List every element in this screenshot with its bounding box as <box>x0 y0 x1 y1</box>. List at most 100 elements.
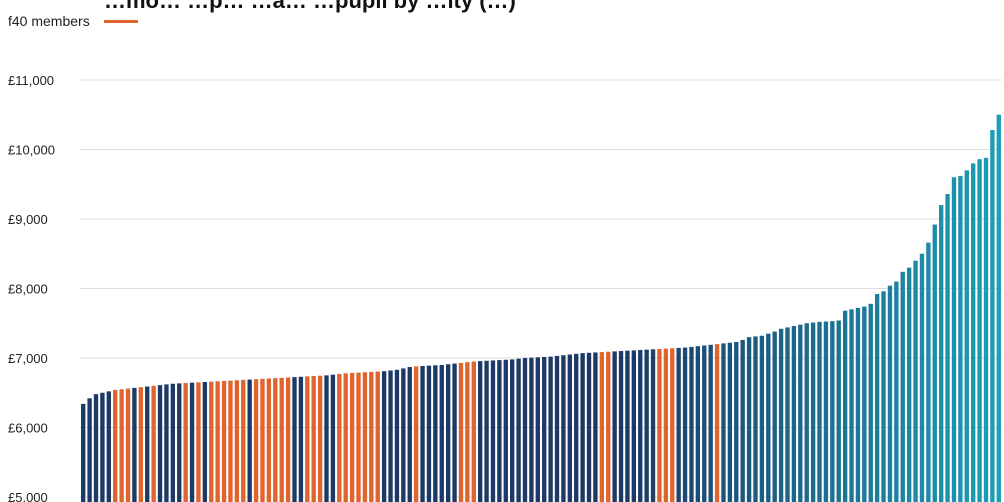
bar <box>145 386 150 502</box>
bar <box>778 328 784 502</box>
bar <box>478 361 483 502</box>
bar <box>433 365 438 502</box>
bar <box>439 364 444 502</box>
bar <box>849 309 854 502</box>
bar <box>567 354 572 502</box>
bar-f40-member <box>273 378 278 502</box>
bar <box>932 224 937 502</box>
bar <box>964 170 969 502</box>
bar <box>407 367 412 502</box>
bar-f40-member <box>151 385 156 502</box>
bar <box>202 381 208 502</box>
bar <box>727 342 733 502</box>
bar <box>561 355 566 502</box>
bar-f40-member <box>221 380 227 502</box>
bar-f40-member <box>375 371 380 502</box>
bar-f40-member <box>138 387 143 502</box>
bar <box>170 383 176 502</box>
y-tick-label: £10,000 <box>8 143 55 158</box>
bar <box>554 355 560 502</box>
bar <box>650 349 656 502</box>
bar <box>394 369 400 502</box>
bar <box>542 356 547 502</box>
bar <box>996 114 1001 502</box>
bar <box>682 347 688 502</box>
bar <box>874 294 880 502</box>
bar <box>676 347 681 502</box>
bar <box>612 351 617 502</box>
bar-f40-member <box>362 372 368 502</box>
chart-title: …mo… …p… …a… …pupil by …ity (…) <box>104 0 516 13</box>
bar <box>388 370 393 502</box>
bar <box>951 177 957 502</box>
bar <box>977 159 982 502</box>
y-tick-label: £5,000 <box>8 490 48 502</box>
bar <box>618 351 624 502</box>
bar-f40-member <box>657 348 662 502</box>
bar <box>913 260 918 502</box>
bar-f40-member <box>311 376 316 502</box>
bar <box>759 335 765 502</box>
bar <box>516 358 521 502</box>
bar <box>497 360 502 502</box>
bar <box>189 382 195 502</box>
bar <box>164 384 169 502</box>
bar <box>740 339 745 502</box>
bar-f40-member <box>183 383 188 502</box>
bar-f40-member <box>663 348 669 502</box>
bar-f40-member <box>369 371 374 502</box>
bar <box>510 359 515 502</box>
bar <box>983 157 989 502</box>
bar <box>881 291 886 502</box>
bar <box>580 353 585 502</box>
y-tick-label: £7,000 <box>8 351 48 366</box>
bar <box>324 375 329 502</box>
bar-f40-member <box>196 382 201 502</box>
bar <box>401 368 406 502</box>
bar-f40-member <box>349 372 355 502</box>
bar <box>574 353 579 502</box>
bar <box>887 285 893 502</box>
bar <box>830 321 835 502</box>
y-tick-label: £8,000 <box>8 282 48 297</box>
bar-f40-member <box>337 373 342 502</box>
bar <box>452 363 457 502</box>
bar <box>631 350 637 502</box>
bar-f40-member <box>356 372 361 502</box>
bar <box>746 337 752 502</box>
gridlines <box>80 79 1002 498</box>
bar <box>87 398 92 502</box>
bar <box>100 392 105 502</box>
bar <box>484 360 489 502</box>
bar <box>734 342 739 502</box>
bar <box>625 350 630 502</box>
bar <box>708 344 713 502</box>
bar-f40-member <box>343 373 348 502</box>
bar <box>823 321 829 502</box>
bar-f40-member <box>606 351 611 502</box>
bar <box>503 359 508 502</box>
bar-f40-member <box>279 377 284 502</box>
bar <box>292 377 297 502</box>
bar <box>926 242 931 502</box>
bar <box>810 322 816 502</box>
bar <box>445 364 451 502</box>
bar <box>381 371 387 502</box>
bar <box>638 350 643 502</box>
bar <box>791 326 797 502</box>
bar <box>842 310 848 502</box>
bar <box>106 391 111 502</box>
bars <box>81 114 1001 502</box>
bar <box>132 387 137 502</box>
bar <box>490 360 496 502</box>
bar <box>906 267 912 502</box>
bar <box>919 253 925 502</box>
bar <box>990 130 995 502</box>
bar <box>900 271 905 502</box>
bar <box>644 349 649 502</box>
bar <box>298 376 304 502</box>
legend: f40 members <box>8 13 138 29</box>
y-tick-label: £11,000 <box>8 73 54 88</box>
bar <box>945 193 950 502</box>
